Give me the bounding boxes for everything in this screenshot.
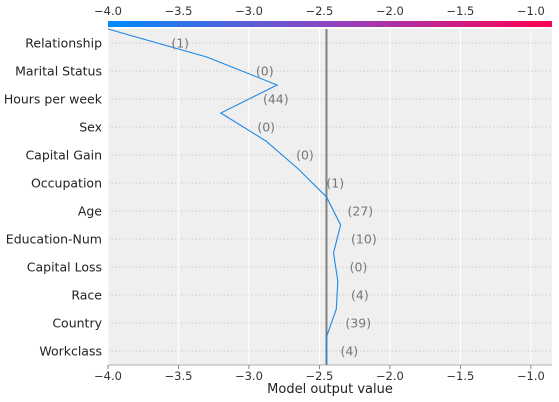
feature-value-label: (0) [296, 148, 314, 163]
colorbar-tick-label: −3.0 [235, 4, 263, 18]
x-tick-label: −1.5 [446, 369, 474, 383]
x-tick-label: −1.0 [517, 369, 545, 383]
feature-label: Capital Gain [25, 148, 102, 163]
decision-path-line [107, 28, 342, 365]
feature-value-label: (1) [326, 176, 344, 191]
feature-value-label: (0) [257, 120, 275, 135]
feature-value-label: (0) [350, 260, 368, 275]
feature-value-label: (0) [256, 64, 274, 79]
feature-labels: Relationship Marital Status Hours per week… [4, 36, 103, 359]
x-tick-label: −4.0 [94, 369, 122, 383]
colorbar-tick-label: −1.5 [446, 4, 474, 18]
colorbar-tick-label: −4.0 [94, 4, 122, 18]
feature-label: Sex [79, 120, 102, 135]
feature-label: Relationship [25, 36, 102, 51]
colorbar-tick-label: −2.0 [376, 4, 404, 18]
feature-label: Education-Num [6, 232, 102, 247]
feature-label: Workclass [39, 344, 102, 359]
feature-label: Race [71, 288, 102, 303]
x-tick-label: −2.5 [305, 369, 333, 383]
x-tick-label: −3.5 [165, 369, 193, 383]
feature-value-label: (4) [351, 288, 369, 303]
feature-value-label: (4) [340, 344, 358, 359]
feature-value-label: (1) [171, 36, 189, 51]
vertical-grid [107, 29, 532, 365]
x-axis-label: Model output value [267, 382, 393, 397]
colorbar-tick-labels: −4.0 −3.5 −3.0 −2.5 −2.0 −1.5 −1.0 [94, 4, 545, 18]
plot-area [108, 29, 552, 365]
feature-value-label: (39) [345, 316, 371, 331]
x-tick-label: −2.0 [376, 369, 404, 383]
feature-value-label: (44) [263, 92, 289, 107]
feature-value-label: (27) [348, 204, 374, 219]
x-tick-label: −3.0 [235, 369, 263, 383]
feature-label: Marital Status [15, 64, 102, 79]
x-tick-labels: −4.0 −3.5 −3.0 −2.5 −2.0 −1.5 −1.0 [94, 365, 545, 383]
feature-label: Country [52, 316, 102, 331]
feature-label: Hours per week [4, 92, 103, 107]
feature-label: Occupation [31, 176, 102, 191]
feature-label: Age [78, 204, 102, 219]
colorbar-tick-label: −2.5 [305, 4, 333, 18]
colorbar [108, 21, 552, 27]
feature-label: Capital Loss [27, 260, 102, 275]
colorbar-tick-label: −1.0 [517, 4, 545, 18]
horizontal-grid [108, 42, 552, 352]
colorbar-tick-label: −3.5 [165, 4, 193, 18]
feature-value-label: (10) [351, 232, 377, 247]
feature-value-labels: (1) (0) (44) (0) (0) (1) (27) (10) (0) (4) (39) (4) [171, 36, 376, 359]
